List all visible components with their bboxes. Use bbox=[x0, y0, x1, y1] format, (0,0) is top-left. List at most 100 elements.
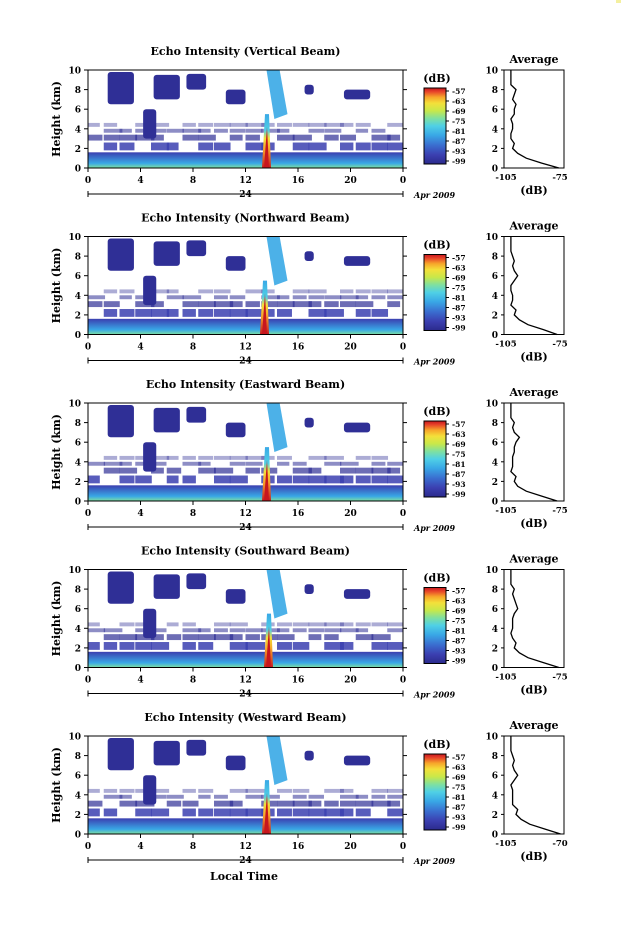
heatmap-cell bbox=[153, 574, 180, 599]
heatmap-cell bbox=[88, 651, 403, 668]
heatmap-cell bbox=[355, 808, 371, 817]
heatmap-cell bbox=[277, 134, 295, 141]
date-marker: 24 bbox=[239, 690, 252, 700]
heatmap-cell bbox=[355, 128, 369, 133]
heatmap-cell bbox=[103, 461, 123, 466]
panel-title: Echo Intensity (Vertical Beam) bbox=[150, 45, 340, 58]
profile-title: Average bbox=[508, 719, 558, 732]
y-tick-label: 0 bbox=[75, 165, 81, 175]
profile-y-tick-label: 0 bbox=[492, 331, 498, 341]
profile-y-tick-label: 6 bbox=[492, 772, 498, 782]
heatmap-cell bbox=[245, 301, 260, 308]
profile-y-tick-label: 8 bbox=[492, 86, 498, 96]
heatmap-cell bbox=[403, 301, 417, 307]
x-tick-label: 0 bbox=[400, 509, 406, 519]
heatmap-cell bbox=[166, 467, 182, 474]
heatmap-cell bbox=[403, 309, 423, 317]
heatmap-cell bbox=[229, 134, 243, 141]
y-tick-label: 8 bbox=[75, 253, 81, 263]
heatmap-cell bbox=[261, 295, 280, 300]
heatmap-cell bbox=[304, 750, 314, 761]
heatmap-cell bbox=[387, 301, 401, 308]
heatmap-cell bbox=[371, 800, 391, 807]
heatmap-cell bbox=[355, 122, 371, 127]
y-tick-label: 2 bbox=[75, 145, 81, 155]
heatmap-cell bbox=[277, 301, 295, 308]
heatmap-cell bbox=[119, 128, 132, 133]
heatmap-cell bbox=[340, 794, 359, 799]
heatmap-cell bbox=[355, 309, 371, 317]
heatmap-cell bbox=[186, 406, 207, 423]
x-tick-label: 0 bbox=[85, 176, 91, 186]
heatmap-cell bbox=[308, 800, 322, 807]
heatmap-cell bbox=[229, 628, 246, 633]
heatmap-cell bbox=[229, 800, 243, 807]
heatmap-cell bbox=[182, 788, 196, 793]
y-tick-label: 4 bbox=[75, 625, 81, 635]
profile-y-tick-label: 8 bbox=[492, 253, 498, 263]
heatmap-cell bbox=[387, 642, 403, 650]
heatmap-cell bbox=[214, 634, 234, 641]
heatmap-cell bbox=[292, 622, 310, 627]
x-tick-label: 4 bbox=[137, 176, 143, 186]
profile-line bbox=[510, 569, 560, 669]
profile-x-tick-label: -105 bbox=[495, 506, 516, 516]
heatmap-cell bbox=[292, 295, 307, 300]
colorbar-tick-label: -75 bbox=[452, 284, 466, 293]
heatmap-cell bbox=[355, 142, 371, 151]
y-tick-label: 8 bbox=[75, 419, 81, 429]
colorbar-tick-label: -75 bbox=[452, 450, 466, 459]
heatmap-cell bbox=[340, 808, 354, 817]
heatmap-cell bbox=[151, 122, 170, 127]
heatmap-cell bbox=[135, 475, 152, 484]
heatmap-cell bbox=[403, 289, 423, 293]
heatmap-cell bbox=[198, 634, 216, 641]
profile-x-label: (dB) bbox=[520, 517, 547, 530]
heatmap-cell bbox=[166, 634, 182, 641]
heatmap-cell bbox=[88, 485, 403, 501]
heatmap-cell bbox=[166, 309, 179, 317]
colorbar-tick-label: -57 bbox=[452, 587, 466, 596]
heatmap-cell bbox=[266, 736, 288, 785]
heatmap-cell bbox=[387, 142, 403, 151]
heatmap-cell bbox=[292, 794, 307, 799]
heatmap-cell bbox=[229, 455, 248, 460]
profile-title: Average bbox=[508, 553, 558, 566]
heatmap-cell bbox=[343, 256, 371, 266]
heatmap-cell bbox=[103, 142, 118, 151]
x-tick-label: 0 bbox=[85, 343, 91, 353]
heatmap-cell bbox=[340, 122, 354, 127]
profile-y-tick-label: 8 bbox=[492, 419, 498, 429]
y-tick-label: 2 bbox=[75, 478, 81, 488]
colorbar-tick-label: -99 bbox=[452, 324, 466, 333]
y-tick-label: 0 bbox=[75, 664, 81, 674]
y-tick-label: 4 bbox=[75, 292, 81, 302]
panel-title: Echo Intensity (Westward Beam) bbox=[144, 711, 346, 724]
date-marker: 24 bbox=[239, 357, 252, 367]
heatmap-cell bbox=[343, 589, 371, 599]
colorbar-label: (dB) bbox=[423, 572, 450, 585]
heatmap-cell bbox=[277, 634, 295, 641]
profile-y-tick-label: 4 bbox=[492, 791, 498, 801]
y-axis-label: Height (km) bbox=[50, 81, 63, 157]
colorbar-tick-label: -99 bbox=[452, 657, 466, 666]
heatmap-cell bbox=[343, 755, 371, 766]
heatmap-cell bbox=[88, 301, 103, 308]
heatmap-cell bbox=[103, 128, 123, 133]
y-tick-label: 8 bbox=[75, 86, 81, 96]
heatmap-cell bbox=[151, 461, 167, 466]
colorbar bbox=[423, 753, 447, 831]
heatmap-cell bbox=[292, 122, 310, 127]
date-marker: 24 bbox=[239, 523, 252, 533]
heatmap-cell bbox=[143, 442, 157, 472]
heatmap-cell bbox=[343, 89, 371, 100]
heatmap bbox=[88, 736, 403, 834]
panel-title: Echo Intensity (Eastward Beam) bbox=[146, 378, 345, 391]
colorbar-tick-label: -87 bbox=[452, 137, 466, 146]
heatmap-cell bbox=[143, 775, 157, 805]
colorbar-tick-label: -63 bbox=[452, 97, 466, 106]
y-axis-label: Height (km) bbox=[50, 747, 63, 823]
heatmap-cell bbox=[324, 788, 344, 793]
profile-line bbox=[510, 70, 560, 169]
heatmap-cell bbox=[182, 461, 202, 466]
